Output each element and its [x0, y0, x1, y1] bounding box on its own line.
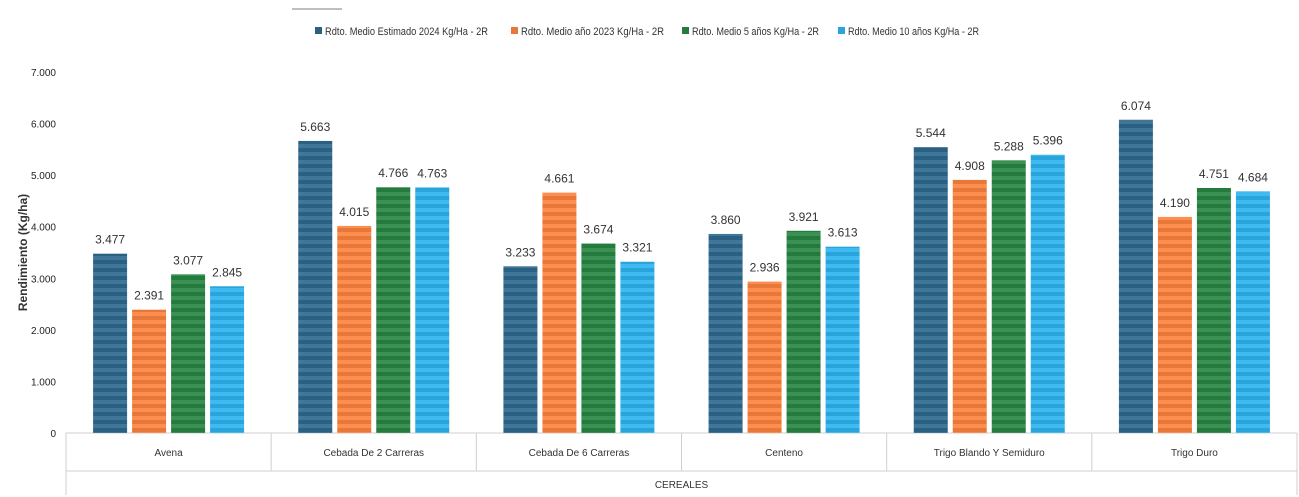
data-label: 3.613: [828, 226, 858, 240]
legend-entry-label: Rdto. Medio año 2023 Kg/Ha - 2R: [521, 26, 664, 38]
bar: [376, 187, 411, 433]
bar: [93, 253, 128, 433]
category-label: Cebada De 6 Carreras: [529, 448, 630, 459]
bars: [93, 119, 1270, 434]
data-label: 2.845: [212, 265, 242, 279]
bar: [952, 179, 987, 433]
category-label: Trigo Blando Y Semiduro: [934, 448, 1045, 459]
category-labels: Avena Cebada De 2 Carreras Cebada De 6 Car…: [154, 448, 1218, 459]
data-label: 4.763: [417, 166, 447, 180]
data-label: 3.674: [583, 223, 613, 237]
data-label: 3.077: [173, 253, 203, 267]
data-label: 5.396: [1033, 134, 1063, 148]
data-label: 4.908: [955, 159, 985, 173]
data-label: 3.477: [95, 233, 125, 247]
data-label: 3.921: [789, 210, 819, 224]
legend-swatch: [838, 27, 845, 34]
y-tick-label: 3.000: [31, 274, 56, 285]
data-labels: 3.477 2.391 3.077 2.845 5.663 4.015 4.766 4.763…: [95, 99, 1268, 303]
data-label: 4.751: [1199, 167, 1229, 181]
data-label: 4.684: [1238, 170, 1268, 184]
data-label: 4.661: [544, 172, 574, 186]
y-tick-label: 6.000: [31, 120, 56, 131]
category-label: Cebada De 2 Carreras: [323, 448, 424, 459]
bar: [620, 261, 655, 433]
bar: [1030, 154, 1065, 433]
bar: [825, 246, 860, 433]
bar: [542, 192, 577, 433]
data-label: 4.190: [1160, 196, 1190, 210]
legend: Rdto. Medio Estimado 2024 Kg/Ha - 2R Rdto…: [292, 8, 979, 38]
y-tick-label: 0: [50, 429, 56, 440]
bar: [132, 309, 167, 433]
bar: [298, 140, 333, 434]
data-label: 3.321: [622, 241, 652, 255]
bar: [171, 274, 206, 433]
data-label: 3.860: [711, 213, 741, 227]
data-label: 5.663: [300, 120, 330, 134]
bar: [786, 230, 821, 433]
y-tick-label: 2.000: [31, 326, 56, 337]
bar: [1118, 119, 1153, 434]
data-label: 2.936: [750, 261, 780, 275]
bar: [210, 286, 245, 433]
bar: [337, 225, 372, 433]
bar: [913, 147, 948, 433]
y-tick-label: 7.000: [31, 68, 56, 79]
category-label: Centeno: [765, 448, 803, 459]
bar: [1157, 216, 1192, 433]
legend-entry-label: Rdto. Medio Estimado 2024 Kg/Ha - 2R: [325, 26, 488, 38]
category-label: Avena: [154, 448, 183, 459]
legend-entry-label: Rdto. Medio 10 años Kg/Ha - 2R: [848, 26, 979, 38]
data-label: 3.233: [505, 245, 535, 259]
y-axis-label: Rendimiento (Kg/ha): [16, 194, 30, 311]
legend-swatch: [511, 27, 518, 34]
data-label: 6.074: [1121, 99, 1151, 113]
y-axis-ticks: 0 1.000 2.000 3.000 4.000 5.000 6.000 7.000: [31, 68, 56, 440]
bar: [1196, 187, 1231, 433]
bar: [1235, 191, 1270, 433]
legend-swatch: [315, 27, 322, 34]
data-label: 2.391: [134, 289, 164, 303]
bar: [503, 266, 538, 433]
bar: [747, 281, 782, 433]
data-label: 4.015: [339, 205, 369, 219]
x-axis-frame: [65, 432, 1298, 495]
data-label: 5.544: [916, 126, 946, 140]
category-label: Trigo Duro: [1171, 448, 1218, 459]
y-tick-label: 1.000: [31, 377, 56, 388]
y-tick-label: 5.000: [31, 171, 56, 182]
data-label: 4.766: [378, 166, 408, 180]
bar: [415, 187, 450, 433]
bar: [991, 160, 1026, 433]
bar: [708, 233, 743, 433]
bar: [581, 243, 616, 433]
legend-swatch: [682, 27, 689, 34]
x-axis-label: CEREALES: [655, 480, 709, 491]
y-tick-label: 4.000: [31, 223, 56, 234]
data-label: 5.288: [994, 139, 1024, 153]
legend-entry-label: Rdto. Medio 5 años Kg/Ha - 2R: [692, 26, 819, 38]
